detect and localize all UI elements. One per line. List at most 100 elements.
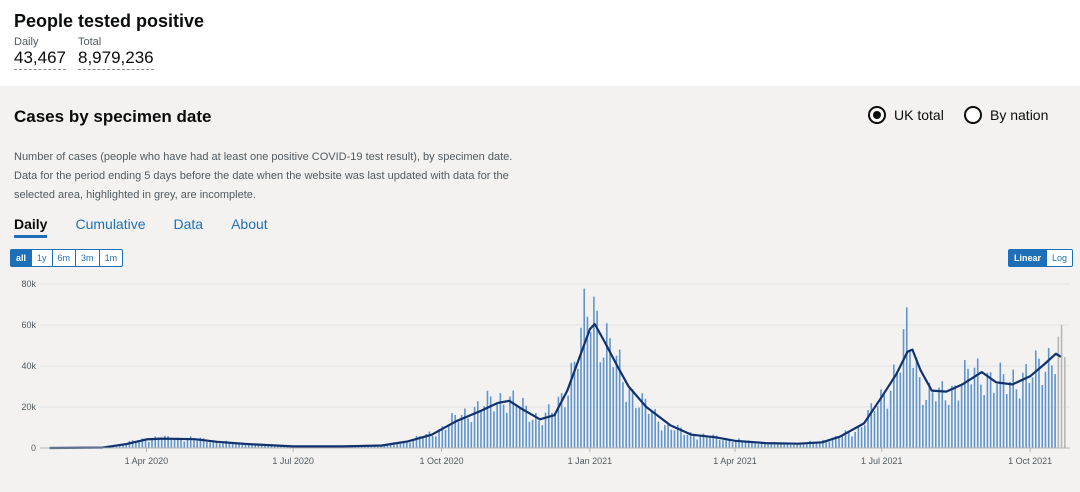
daily-bar — [741, 440, 744, 448]
daily-bar — [470, 422, 473, 448]
daily-bar — [986, 372, 989, 448]
daily-bar — [973, 367, 976, 448]
range-1m-button[interactable]: 1m — [104, 253, 118, 263]
x-tick-label: 1 Oct 2020 — [419, 456, 463, 466]
daily-bar — [699, 435, 702, 448]
tab-cumulative[interactable]: Cumulative — [75, 216, 146, 232]
radio-uk-total[interactable]: UK total — [868, 106, 944, 124]
daily-bar — [744, 441, 747, 448]
range-all-button[interactable]: all — [11, 250, 33, 266]
scale-linear-button[interactable]: Linear — [1009, 250, 1048, 266]
daily-bar — [1047, 348, 1050, 448]
range-1y-button[interactable]: 1y — [32, 250, 53, 266]
tab-about[interactable]: About — [231, 216, 268, 232]
daily-bar — [683, 434, 686, 448]
total-value[interactable]: 8,979,236 — [78, 48, 154, 70]
daily-bar — [857, 425, 860, 448]
daily-bar — [693, 436, 695, 448]
daily-bar — [247, 443, 250, 448]
daily-bar — [389, 443, 392, 448]
daily-bar — [531, 419, 534, 448]
daily-bar — [999, 362, 1002, 448]
summary-header: People tested positive Daily 43,467 Tota… — [0, 0, 1080, 86]
daily-bar — [657, 421, 660, 448]
daily-bar — [457, 421, 460, 448]
daily-bar — [193, 438, 195, 448]
daily-bar — [635, 408, 637, 448]
daily-bar — [893, 364, 895, 448]
daily-bar — [170, 439, 173, 448]
daily-bar — [1005, 394, 1008, 448]
scale-log-button[interactable]: Log — [1052, 253, 1068, 263]
daily-bar — [670, 429, 673, 448]
daily-bar — [164, 435, 166, 448]
daily-bar — [115, 445, 118, 448]
y-tick-label: 20k — [21, 402, 36, 412]
daily-bar — [422, 437, 424, 448]
daily-bar — [647, 413, 650, 448]
daily-bar — [847, 432, 850, 448]
daily-bar — [805, 442, 808, 448]
tab-daily[interactable]: Daily — [14, 216, 48, 238]
daily-bar — [928, 382, 931, 448]
daily-bar — [751, 440, 753, 448]
daily-bar — [141, 438, 144, 448]
daily-bar — [660, 430, 663, 448]
range-3m-button[interactable]: 3m — [76, 250, 100, 266]
daily-bar — [206, 441, 208, 448]
daily-bar — [983, 395, 985, 448]
daily-bar — [264, 444, 266, 448]
daily-bar — [976, 358, 979, 448]
daily-bar — [764, 442, 766, 448]
rolling-average-line — [49, 322, 1062, 450]
daily-bar — [212, 440, 215, 448]
daily-bar — [473, 407, 476, 448]
daily-bar — [257, 444, 260, 448]
daily-bar — [370, 445, 373, 448]
daily-bar — [767, 444, 769, 448]
daily-bar — [1012, 369, 1014, 448]
daily-bar — [728, 439, 731, 448]
daily-metric: Daily 43,467 — [14, 36, 66, 70]
daily-bar — [954, 385, 956, 448]
daily-bar — [780, 444, 782, 448]
daily-bar — [680, 427, 682, 448]
daily-bar — [544, 412, 547, 448]
daily-bar — [654, 409, 656, 448]
daily-bar — [754, 443, 756, 448]
daily-bar — [573, 361, 576, 448]
daily-bar — [735, 440, 737, 448]
tab-data[interactable]: Data — [173, 216, 204, 232]
daily-bar — [1015, 389, 1018, 448]
daily-bar — [941, 381, 944, 448]
daily-bar — [244, 445, 247, 448]
daily-bar — [131, 440, 134, 448]
daily-bar — [396, 443, 398, 448]
daily-bar — [580, 327, 582, 448]
daily-bar — [809, 440, 811, 448]
daily-bar — [451, 413, 453, 448]
daily-bar — [431, 435, 434, 448]
chart-card: Cases by specimen date UK total By natio… — [0, 86, 1080, 492]
daily-bar — [970, 384, 973, 448]
daily-bar — [783, 443, 785, 448]
daily-bar — [373, 446, 376, 448]
range-6m-button[interactable]: 6m — [53, 250, 77, 266]
daily-bar — [989, 372, 992, 448]
daily-bar — [515, 405, 518, 448]
y-tick-label: 40k — [21, 361, 36, 371]
total-label: Total — [78, 36, 102, 48]
radio-uk-total-label: UK total — [894, 107, 944, 123]
daily-value[interactable]: 43,467 — [14, 48, 66, 70]
daily-bar — [912, 367, 915, 448]
daily-bar — [376, 445, 379, 448]
daily-bar — [667, 422, 669, 448]
daily-bar — [1038, 358, 1040, 448]
daily-bar — [576, 368, 579, 448]
daily-bar — [1022, 372, 1024, 448]
radio-by-nation[interactable]: By nation — [964, 106, 1048, 124]
daily-bar — [418, 436, 421, 448]
total-metric: Total 8,979,236 — [78, 36, 154, 70]
daily-bar — [1028, 383, 1031, 448]
daily-bar — [383, 445, 386, 448]
